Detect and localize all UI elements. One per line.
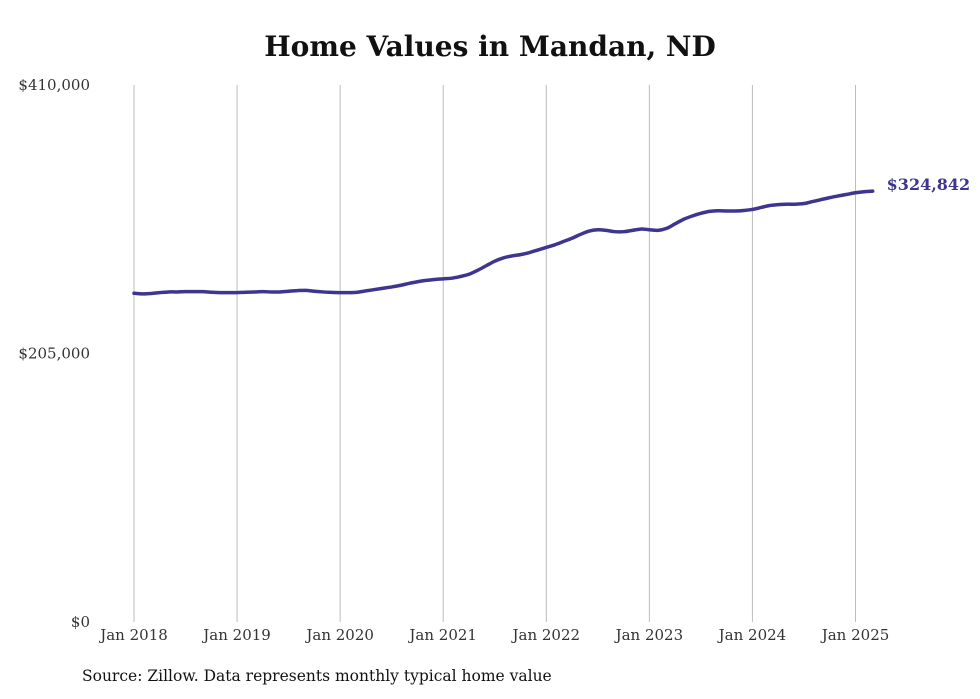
x-tick-label: Jan 2023 [614, 626, 684, 644]
x-tick-label: Jan 2020 [304, 626, 374, 644]
chart-title: Home Values in Mandan, ND [264, 30, 716, 63]
y-tick-label: $205,000 [18, 345, 90, 363]
x-axis-tick-labels: Jan 2018 Jan 2019 Jan 2020 Jan 2021 Jan 2022… [98, 626, 889, 644]
x-tick-label: Jan 2022 [511, 626, 581, 644]
gridlines [133, 85, 856, 622]
source-note: Source: Zillow. Data represents monthly … [82, 667, 552, 685]
x-tick-label: Jan 2025 [820, 626, 890, 644]
x-tick-label: Jan 2018 [98, 626, 168, 644]
x-tick-label: Jan 2021 [407, 626, 477, 644]
y-tick-label: $0 [71, 613, 90, 631]
x-tick-label: Jan 2019 [201, 626, 271, 644]
y-tick-label: $410,000 [18, 76, 90, 94]
end-value-label: $324,842 [887, 175, 971, 194]
y-axis-tick-labels: $410,000 $205,000 $0 [18, 76, 90, 631]
x-tick-label: Jan 2024 [717, 626, 787, 644]
series-line [132, 189, 875, 296]
